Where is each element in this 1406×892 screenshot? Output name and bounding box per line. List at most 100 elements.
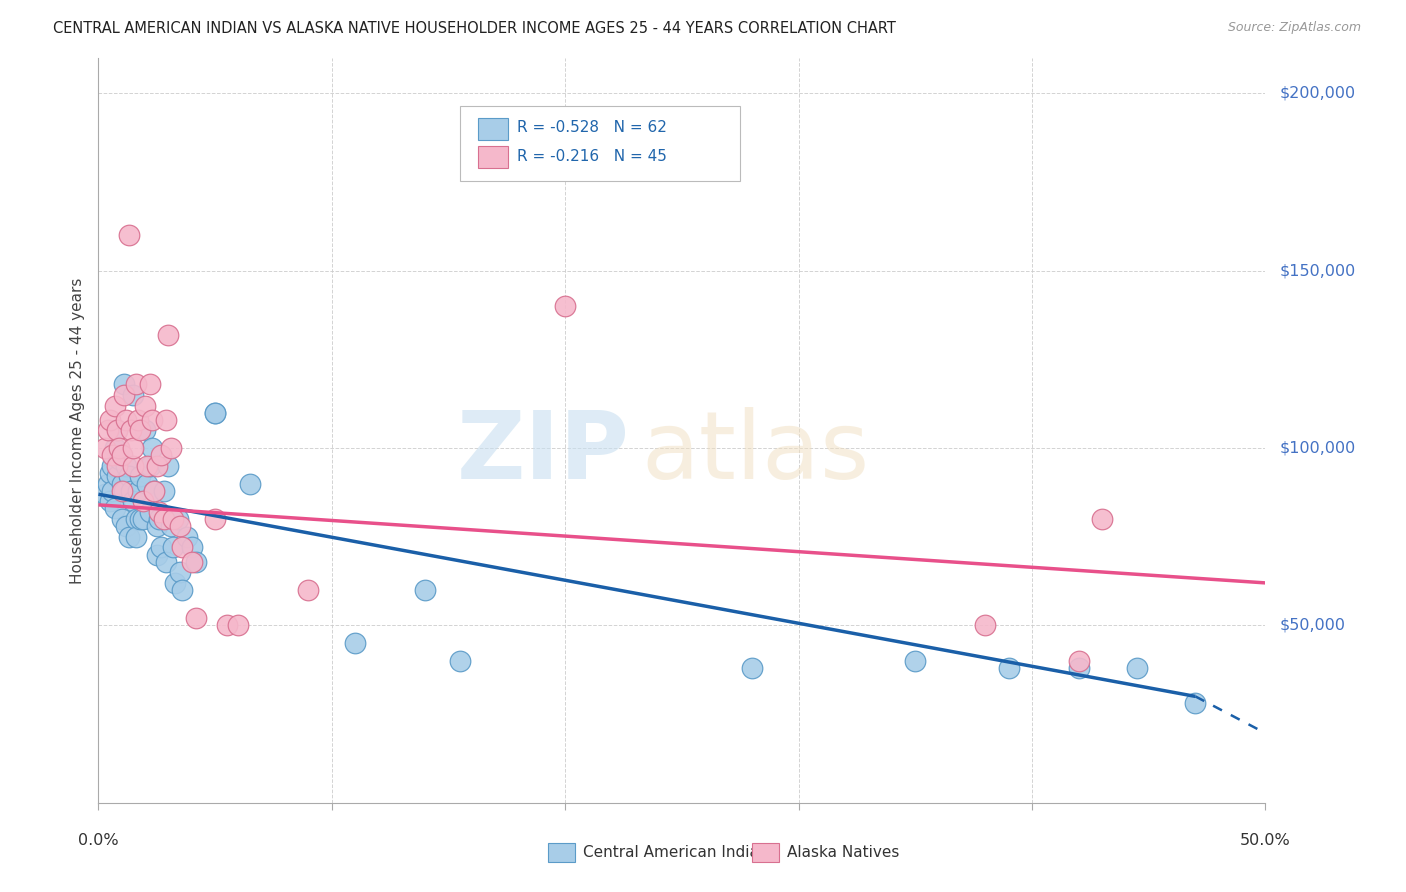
Point (152, 512, 174, 526)
Bar (478, 146, 508, 169)
Point (122, 494, 145, 508)
Text: R = -0.528   N = 62: R = -0.528 N = 62 (517, 120, 668, 135)
Y-axis label: Householder Income Ages 25 - 44 years: Householder Income Ages 25 - 44 years (70, 277, 86, 583)
Point (136, 458, 159, 473)
Point (118, 469, 141, 483)
Point (741, 661, 763, 675)
Point (132, 512, 155, 526)
Point (111, 483, 134, 498)
Point (101, 448, 124, 462)
Text: 0.0%: 0.0% (79, 833, 118, 848)
Point (94, 441, 117, 455)
Point (127, 413, 149, 427)
Point (122, 388, 145, 402)
Point (111, 512, 134, 526)
Point (97, 476, 120, 491)
Point (98, 494, 121, 508)
Text: $50,000: $50,000 (1279, 618, 1346, 633)
Point (132, 494, 155, 508)
Point (1091, 512, 1114, 526)
Point (122, 441, 145, 455)
Text: R = -0.216   N = 45: R = -0.216 N = 45 (517, 149, 668, 164)
Point (413, 582, 436, 597)
Point (146, 548, 169, 562)
Point (105, 469, 128, 483)
Point (111, 448, 134, 462)
Point (139, 505, 162, 519)
Text: $200,000: $200,000 (1279, 86, 1355, 101)
Point (157, 458, 180, 473)
Point (136, 476, 159, 491)
Point (104, 441, 127, 455)
Point (204, 512, 226, 526)
Point (125, 377, 148, 392)
Point (115, 413, 138, 427)
Point (159, 519, 181, 533)
Point (112, 388, 135, 402)
Text: 50.0%: 50.0% (1240, 833, 1291, 848)
Point (215, 618, 238, 632)
Point (146, 458, 169, 473)
Point (104, 501, 127, 516)
Point (997, 661, 1019, 675)
Point (169, 519, 191, 533)
Point (101, 483, 124, 498)
Text: Central American Indians: Central American Indians (582, 846, 776, 860)
Point (157, 327, 180, 342)
Point (239, 476, 262, 491)
Point (122, 458, 145, 473)
Point (127, 483, 149, 498)
Point (139, 377, 162, 392)
Point (105, 423, 128, 437)
Point (449, 654, 471, 668)
Point (1067, 654, 1090, 668)
Point (162, 512, 184, 526)
Point (120, 423, 142, 437)
Point (125, 512, 148, 526)
Point (150, 448, 173, 462)
Point (148, 505, 170, 519)
Point (172, 541, 194, 555)
Point (146, 519, 169, 533)
Point (159, 441, 181, 455)
Bar (752, 843, 779, 863)
Point (134, 399, 156, 413)
Text: CENTRAL AMERICAN INDIAN VS ALASKA NATIVE HOUSEHOLDER INCOME AGES 25 - 44 YEARS C: CENTRAL AMERICAN INDIAN VS ALASKA NATIVE… (53, 21, 896, 37)
Point (141, 441, 163, 455)
Bar (478, 118, 508, 140)
Text: $150,000: $150,000 (1279, 263, 1355, 278)
Point (1184, 697, 1206, 711)
Point (204, 406, 226, 420)
Point (204, 406, 226, 420)
Point (98, 413, 121, 427)
Point (118, 530, 141, 544)
Point (101, 458, 124, 473)
Point (228, 618, 250, 632)
Point (97, 423, 120, 437)
Point (129, 423, 152, 437)
Point (129, 469, 152, 483)
Point (186, 611, 208, 625)
Point (143, 483, 166, 498)
Point (554, 299, 576, 313)
Point (148, 512, 170, 526)
Point (108, 441, 131, 455)
Point (166, 512, 188, 526)
Point (94, 487, 117, 501)
Point (104, 399, 127, 413)
Point (162, 541, 184, 555)
Point (98, 466, 121, 480)
Point (115, 458, 138, 473)
Point (112, 377, 135, 392)
Point (105, 423, 128, 437)
Point (186, 555, 208, 569)
Point (112, 483, 135, 498)
Point (1126, 661, 1149, 675)
Text: ZIP: ZIP (457, 407, 630, 499)
Point (134, 423, 156, 437)
Text: atlas: atlas (641, 407, 869, 499)
Point (904, 654, 927, 668)
Point (974, 618, 997, 632)
Point (118, 228, 141, 243)
Text: $100,000: $100,000 (1279, 441, 1355, 456)
